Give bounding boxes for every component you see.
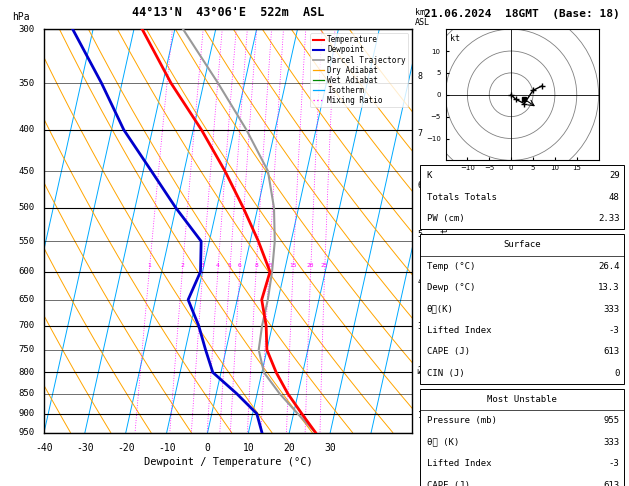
Text: 2: 2 — [418, 366, 423, 375]
Text: 450: 450 — [19, 167, 35, 175]
Text: 26.4: 26.4 — [598, 262, 620, 271]
Text: 29: 29 — [609, 172, 620, 180]
Text: LCL: LCL — [416, 369, 429, 375]
Text: -40: -40 — [35, 443, 53, 452]
Text: 350: 350 — [19, 79, 35, 87]
Text: CIN (J): CIN (J) — [426, 369, 464, 378]
Text: 1: 1 — [147, 263, 151, 268]
Text: K: K — [426, 172, 432, 180]
FancyBboxPatch shape — [420, 389, 624, 486]
Text: Dewpoint / Temperature (°C): Dewpoint / Temperature (°C) — [143, 457, 313, 467]
Text: 6: 6 — [238, 263, 242, 268]
Text: 0: 0 — [615, 369, 620, 378]
Text: 15: 15 — [289, 263, 297, 268]
Text: θᴇ(K): θᴇ(K) — [426, 305, 454, 313]
Text: CAPE (J): CAPE (J) — [426, 481, 470, 486]
Text: 30: 30 — [325, 443, 336, 452]
Text: hPa: hPa — [13, 12, 30, 22]
Text: 400: 400 — [19, 125, 35, 134]
Text: Pressure (mb): Pressure (mb) — [426, 417, 496, 425]
Text: PW (cm): PW (cm) — [426, 214, 464, 223]
Text: 550: 550 — [19, 237, 35, 246]
Text: 2: 2 — [181, 263, 184, 268]
Text: 3: 3 — [201, 263, 204, 268]
Text: 20: 20 — [307, 263, 314, 268]
Text: 4: 4 — [216, 263, 220, 268]
FancyBboxPatch shape — [420, 234, 624, 384]
Text: θᴇ (K): θᴇ (K) — [426, 438, 459, 447]
Text: 0: 0 — [204, 443, 211, 452]
Text: 300: 300 — [19, 25, 35, 34]
Text: 1: 1 — [418, 411, 423, 420]
Text: 600: 600 — [19, 267, 35, 276]
Text: 10: 10 — [243, 443, 254, 452]
Text: 950: 950 — [19, 428, 35, 437]
Text: 650: 650 — [19, 295, 35, 304]
Text: -3: -3 — [609, 459, 620, 468]
Text: 5: 5 — [418, 230, 423, 240]
Text: 10: 10 — [265, 263, 272, 268]
Text: 333: 333 — [603, 438, 620, 447]
Text: Lifted Index: Lifted Index — [426, 326, 491, 335]
Text: 44°13'N  43°06'E  522m  ASL: 44°13'N 43°06'E 522m ASL — [132, 6, 324, 19]
Text: 21.06.2024  18GMT  (Base: 18): 21.06.2024 18GMT (Base: 18) — [424, 9, 620, 19]
Text: 900: 900 — [19, 409, 35, 418]
Text: km
ASL: km ASL — [415, 8, 430, 27]
Text: Most Unstable: Most Unstable — [487, 395, 557, 404]
Text: 48: 48 — [609, 193, 620, 202]
Text: 700: 700 — [19, 321, 35, 330]
Text: -20: -20 — [117, 443, 135, 452]
Text: 3: 3 — [418, 322, 423, 330]
Text: 613: 613 — [603, 347, 620, 356]
Text: 25: 25 — [321, 263, 328, 268]
Text: 500: 500 — [19, 204, 35, 212]
Legend: Temperature, Dewpoint, Parcel Trajectory, Dry Adiabat, Wet Adiabat, Isotherm, Mi: Temperature, Dewpoint, Parcel Trajectory… — [311, 33, 408, 107]
Text: CAPE (J): CAPE (J) — [426, 347, 470, 356]
FancyBboxPatch shape — [420, 165, 624, 229]
Text: 800: 800 — [19, 368, 35, 377]
Text: Surface: Surface — [503, 241, 541, 249]
Text: Totals Totals: Totals Totals — [426, 193, 496, 202]
Text: kt: kt — [450, 35, 460, 43]
Text: -10: -10 — [158, 443, 175, 452]
Text: 20: 20 — [284, 443, 295, 452]
Text: 850: 850 — [19, 389, 35, 398]
Text: 333: 333 — [603, 305, 620, 313]
Text: 2.33: 2.33 — [598, 214, 620, 223]
Text: 8: 8 — [254, 263, 258, 268]
Text: -3: -3 — [609, 326, 620, 335]
Text: 6: 6 — [418, 181, 423, 190]
Text: Dewp (°C): Dewp (°C) — [426, 283, 475, 292]
Text: 4: 4 — [418, 277, 423, 286]
Text: Temp (°C): Temp (°C) — [426, 262, 475, 271]
Text: 7: 7 — [418, 129, 423, 138]
Text: Lifted Index: Lifted Index — [426, 459, 491, 468]
Text: 955: 955 — [603, 417, 620, 425]
Text: Mixing Ratio (g/kg): Mixing Ratio (g/kg) — [442, 183, 450, 278]
Text: 5: 5 — [228, 263, 231, 268]
Text: 750: 750 — [19, 346, 35, 354]
Text: -30: -30 — [76, 443, 94, 452]
Text: 13.3: 13.3 — [598, 283, 620, 292]
Text: 613: 613 — [603, 481, 620, 486]
Text: 8: 8 — [418, 71, 423, 81]
